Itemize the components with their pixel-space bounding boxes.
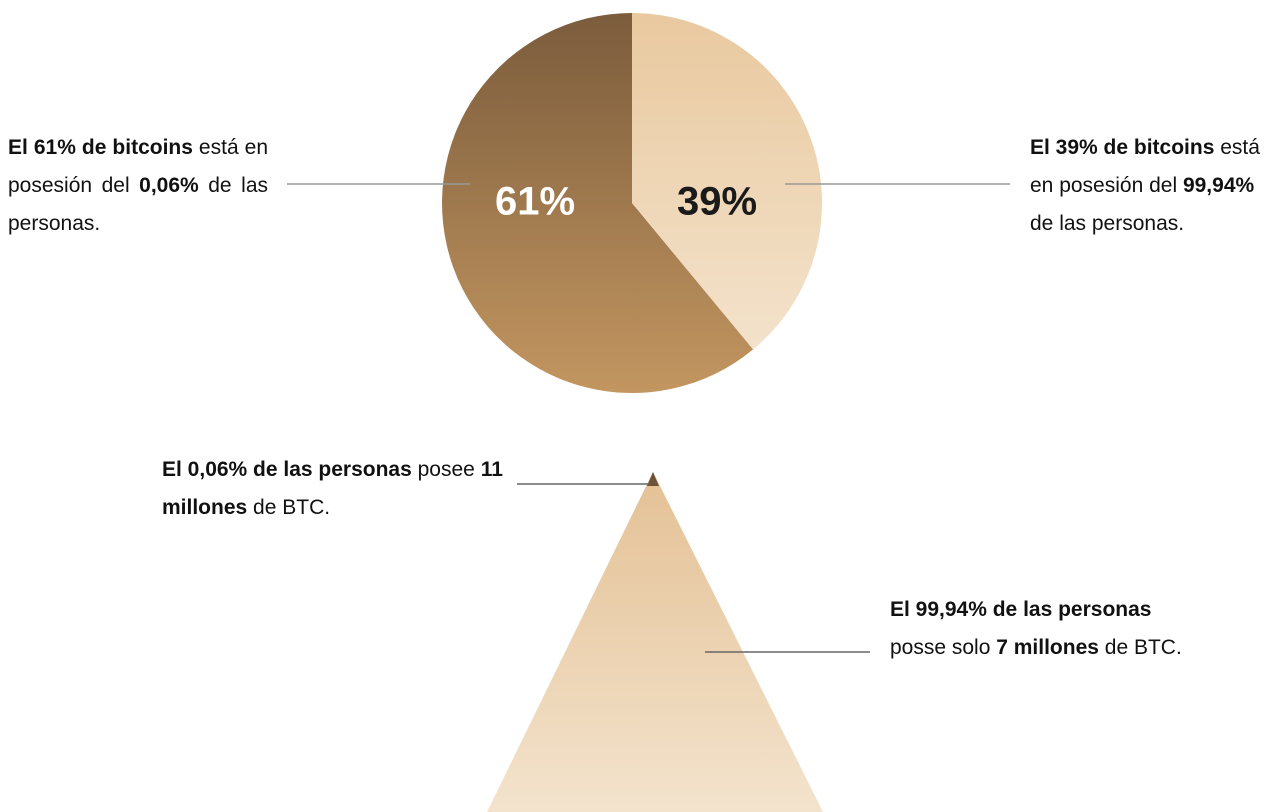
pie-slice [442,13,754,393]
annotation-text: 99,94% [1182,174,1255,197]
pyramid [487,472,823,812]
annotation-text: El 0,06% de las personas [162,458,412,481]
annotation: El 39% de bitcoins está en posesión del … [1030,129,1280,243]
annotation-text: 0,06% [139,174,199,197]
annotation-text: 11 millones [162,458,503,519]
annotation-text: posse solo [890,636,997,659]
annotation-text: 7 millones [996,636,1099,659]
pie: 61% 39% [442,13,823,393]
annotation: El 99,94% de las personas posse solo 7 m… [890,591,1190,667]
annotation-text: El 99,94% de las personas [890,598,1152,621]
annotation-text: está en posesión del [8,136,268,197]
annotation-text: de las personas. [1030,212,1185,235]
pie-slice [632,13,823,350]
annotation: El 61% de bitcoins está en posesión del … [8,129,268,243]
annotation-text: de BTC. [1098,636,1182,659]
annotation-text: posee [411,458,481,481]
pyramid-tip [647,472,659,486]
annotation-text: El 39% de bitcoins [1030,136,1215,159]
annotation: El 0,06% de las personas posee 11 millon… [162,451,522,527]
annotation-text: está en posesión del [1030,136,1260,197]
value-label: 39% [677,180,757,224]
annotation-text: El 61% de bitcoins [8,136,193,159]
annotation-text: de BTC. [247,496,331,519]
value-label: 61% [495,180,575,224]
annotation-text: de las personas. [8,174,268,235]
